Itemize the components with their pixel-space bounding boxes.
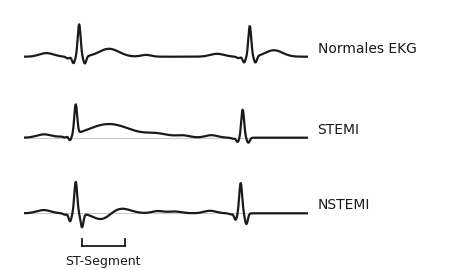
Text: STEMI: STEMI — [318, 123, 360, 137]
Text: Normales EKG: Normales EKG — [318, 42, 417, 56]
Text: NSTEMI: NSTEMI — [318, 198, 370, 212]
Text: ST-Segment: ST-Segment — [65, 255, 141, 268]
